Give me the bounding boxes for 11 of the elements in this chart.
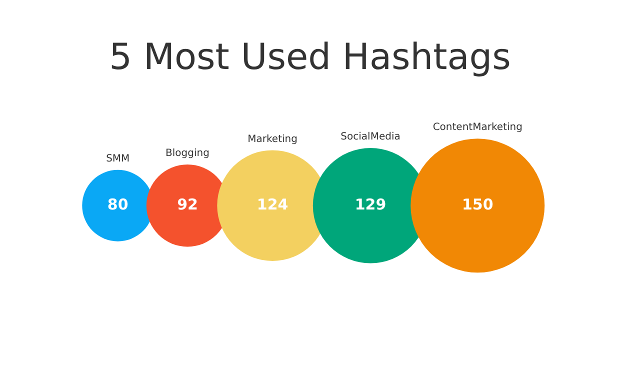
data-label: 129 xyxy=(354,195,386,214)
category-label: Marketing xyxy=(248,134,298,145)
category-label: SocialMedia xyxy=(340,132,400,143)
data-label: 80 xyxy=(107,195,128,214)
text: 5 Most Used Hashtags xyxy=(109,36,511,78)
category-label: Blogging xyxy=(166,148,210,160)
category-label: ContentMarketing xyxy=(432,122,522,134)
category-label: SMM xyxy=(106,153,130,164)
data-label: 150 xyxy=(462,195,494,214)
data-label: 92 xyxy=(177,195,198,214)
data-label: 124 xyxy=(256,195,288,214)
